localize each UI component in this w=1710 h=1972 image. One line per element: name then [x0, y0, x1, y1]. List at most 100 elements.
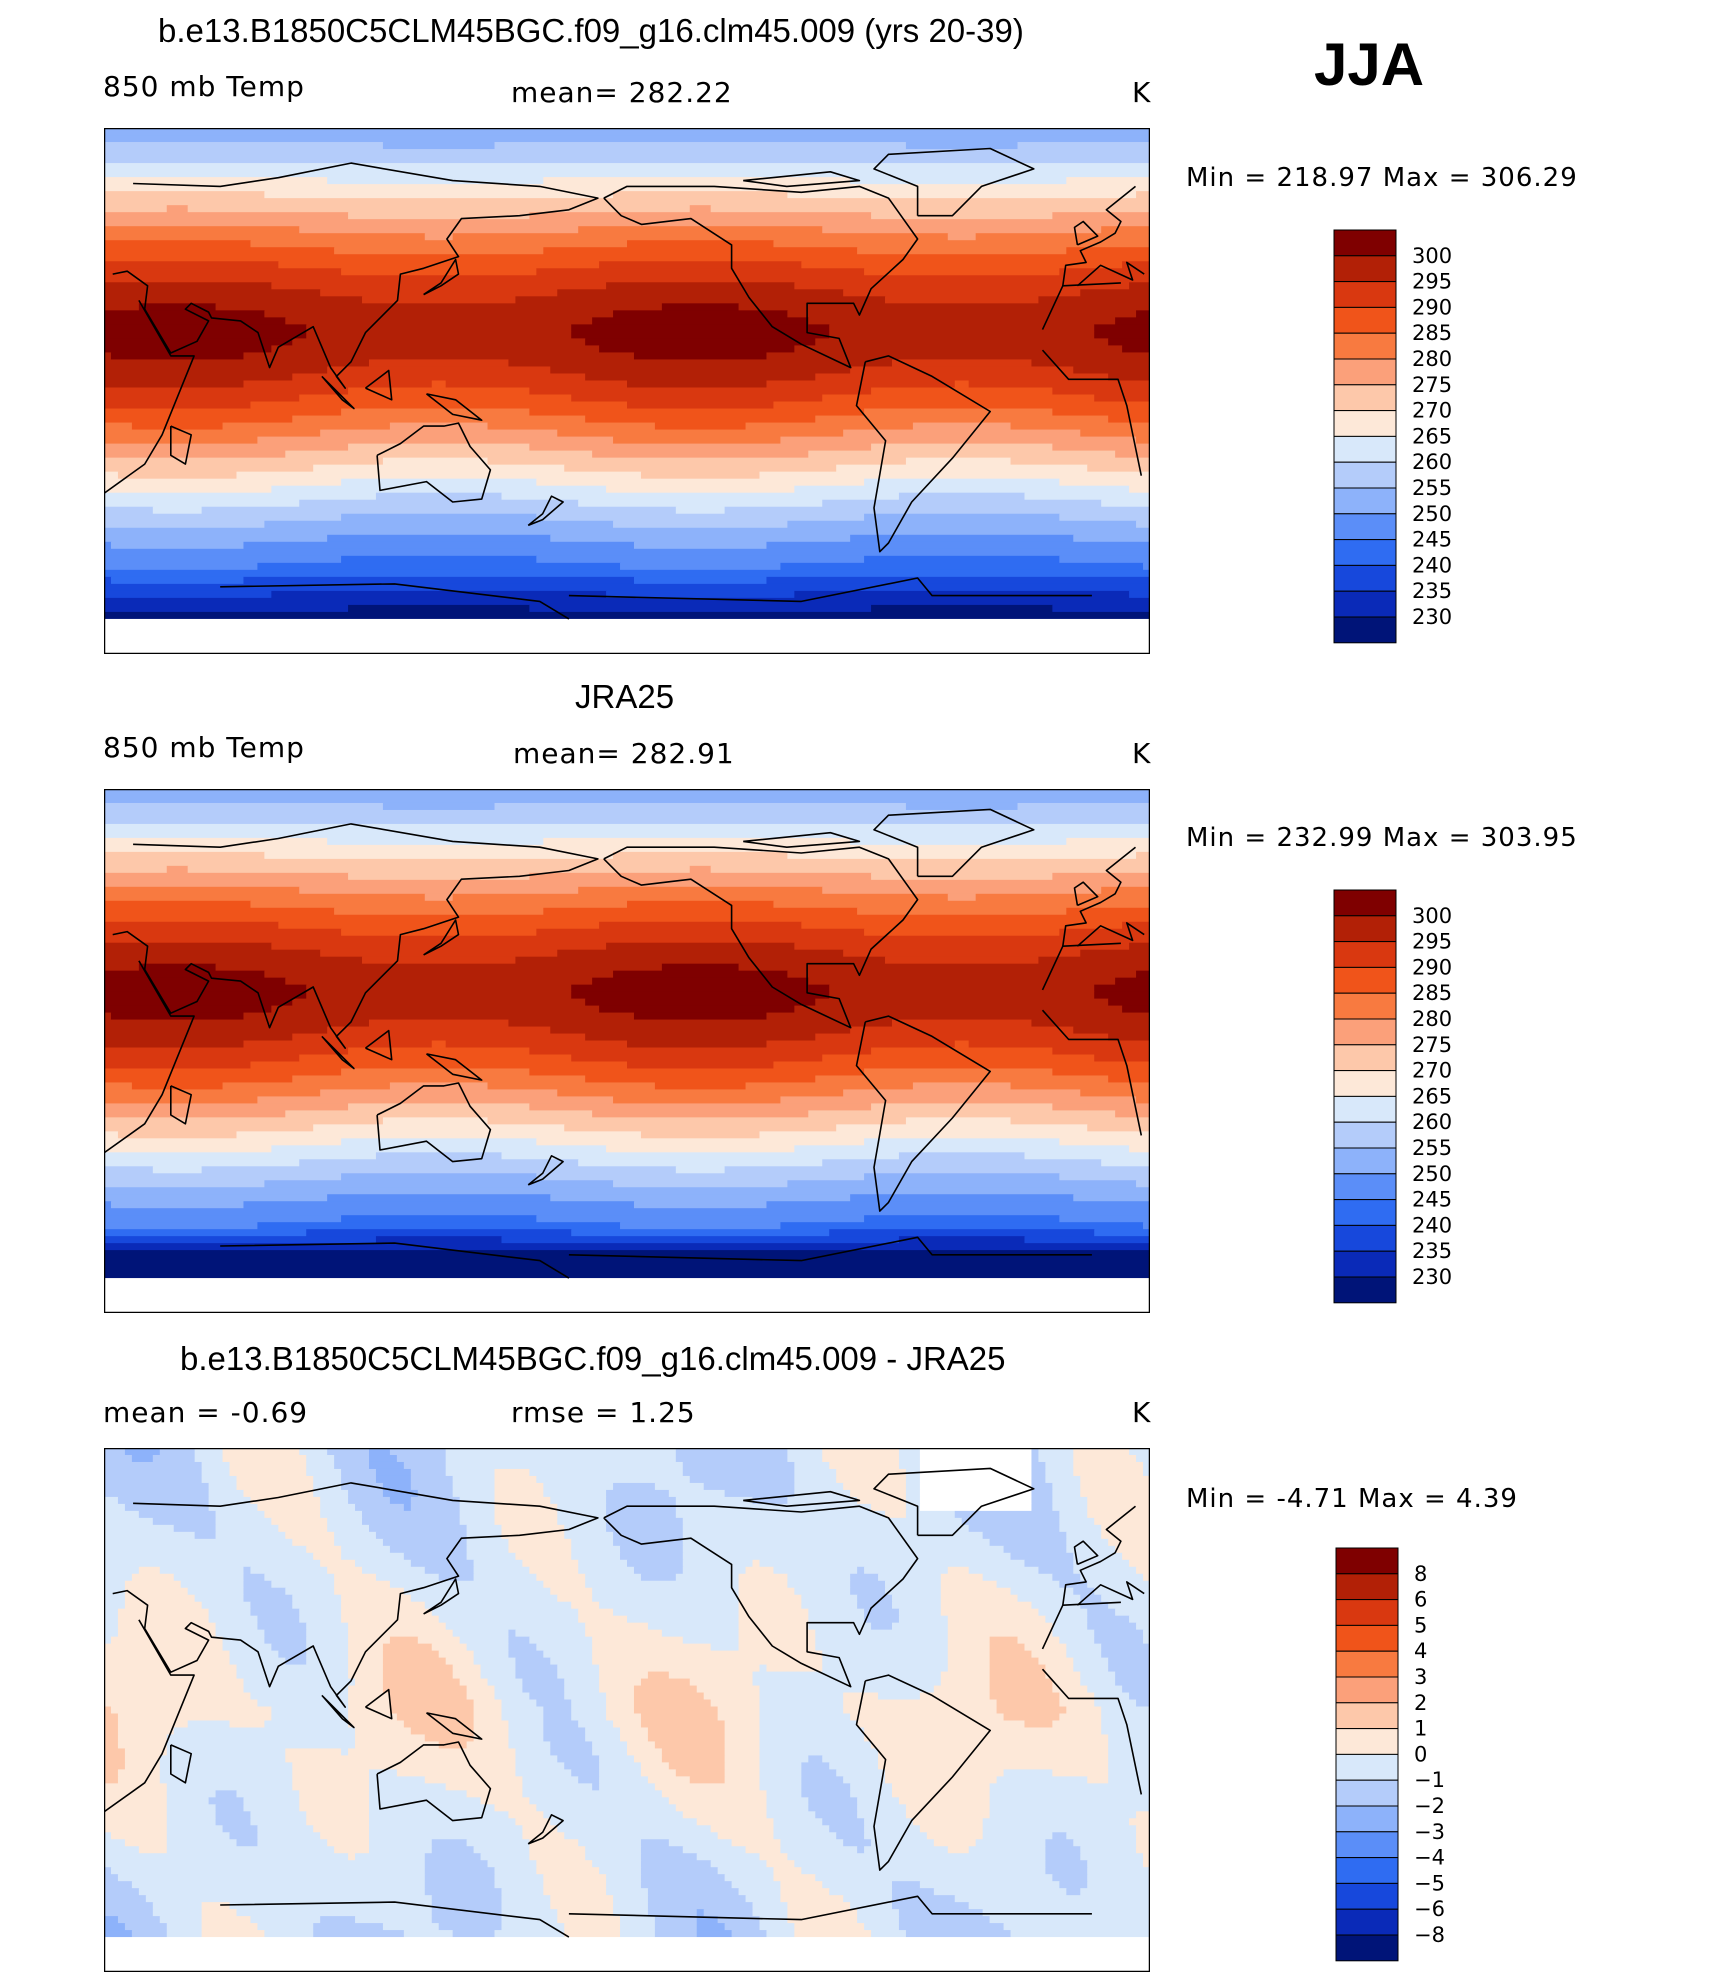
map-cell [104, 1825, 168, 1833]
colorbar-label: −8 [1414, 1923, 1445, 1947]
map-cell [766, 1797, 809, 1805]
map-cell [571, 1713, 607, 1722]
map-cell [536, 1699, 572, 1708]
map-cell [885, 1510, 907, 1519]
map-cell [389, 1448, 447, 1456]
map-cell [104, 1243, 1150, 1251]
map-cell [633, 1012, 768, 1021]
map-cell [1031, 1482, 1053, 1491]
map-cell [292, 373, 586, 382]
map-cell [1003, 1713, 1060, 1722]
map-cell [466, 1790, 523, 1798]
map-cell [940, 1580, 998, 1589]
map-cell [104, 1867, 112, 1875]
map-cell [1038, 1608, 1088, 1617]
map-cell [104, 991, 307, 1000]
map-cell [578, 1566, 635, 1575]
map-cell [919, 1503, 1033, 1512]
map-cell [368, 1448, 391, 1456]
map-cell [104, 219, 1150, 227]
map-cell [104, 963, 140, 972]
map-cell [850, 1580, 886, 1589]
map-cell [668, 1839, 733, 1847]
map-cell [104, 1818, 168, 1826]
panel3-map [104, 1448, 1150, 1972]
map-cell [787, 1909, 858, 1917]
map-cell [334, 247, 544, 255]
map-cell [871, 387, 1053, 396]
map-cell [759, 1699, 844, 1708]
map-cell [1087, 1867, 1150, 1875]
map-cell [104, 135, 1150, 143]
map-cell [1115, 1671, 1150, 1680]
map-cell [313, 1552, 342, 1561]
colorbar-label: 255 [1412, 476, 1452, 500]
map-cell [843, 1699, 998, 1708]
map-cell [515, 1762, 565, 1770]
map-cell [724, 1748, 761, 1757]
colorbar-swatch [1333, 889, 1397, 917]
map-cell [104, 457, 384, 466]
map-cell [382, 1671, 454, 1680]
map-cell [104, 977, 286, 986]
colorbar-label: 300 [1412, 244, 1452, 268]
map-cell [1122, 261, 1150, 269]
map-cell [229, 1650, 279, 1659]
map-cell [871, 1741, 1109, 1750]
map-cell [480, 1664, 517, 1673]
map-cell [1094, 1229, 1150, 1237]
coastline [423, 919, 460, 956]
map-cell [341, 1594, 412, 1603]
map-cell [473, 1713, 503, 1722]
map-cell [1073, 1559, 1130, 1568]
map-cell [822, 1664, 949, 1673]
map-cell [104, 1278, 1150, 1286]
map-cell [1136, 436, 1150, 445]
map-cell [815, 415, 1109, 424]
map-cell [166, 1734, 356, 1743]
map-cell [320, 429, 558, 438]
map-cell [104, 1937, 1150, 1945]
map-cell [529, 1692, 565, 1701]
map-cell [550, 1818, 698, 1826]
map-cell [1031, 1468, 1046, 1477]
map-cell [508, 1727, 544, 1736]
map-cell [794, 1930, 872, 1938]
map-cell [264, 1720, 349, 1729]
map-cell [104, 1790, 168, 1798]
panel2-title: JRA25 [575, 678, 675, 715]
map-cell [947, 1566, 970, 1575]
map-cell [104, 879, 1150, 888]
map-cell [501, 492, 900, 501]
map-cell [850, 534, 1074, 543]
map-cell [1129, 1615, 1150, 1624]
map-cell [166, 205, 189, 213]
map-cell [1010, 1552, 1074, 1561]
map-cell [654, 422, 747, 431]
map-cell [919, 1454, 1033, 1463]
map-cell [104, 275, 1150, 283]
colorbar-label: 270 [1412, 1059, 1452, 1083]
map-cell [313, 1489, 349, 1498]
map-cell [1052, 387, 1150, 396]
map-cell [933, 1839, 977, 1847]
map-cell [836, 1468, 907, 1477]
map-cell [271, 345, 600, 354]
map-cell [236, 1839, 259, 1847]
map-cell [696, 1853, 761, 1861]
map-cell [348, 1636, 391, 1645]
map-cell [947, 1636, 991, 1645]
map-cell [487, 457, 907, 466]
map-cell [738, 1587, 795, 1596]
map-cell [243, 1580, 272, 1589]
map-cell [1045, 1468, 1074, 1477]
map-cell [110, 1832, 168, 1840]
map-cell [264, 851, 614, 860]
map-cell [1059, 1173, 1150, 1181]
map-cell [473, 1566, 530, 1575]
map-cell [864, 1825, 921, 1833]
map-cell [494, 1881, 544, 1889]
map-cell [522, 1678, 565, 1687]
map-cell [599, 1776, 649, 1784]
map-cell [1066, 1888, 1081, 1896]
